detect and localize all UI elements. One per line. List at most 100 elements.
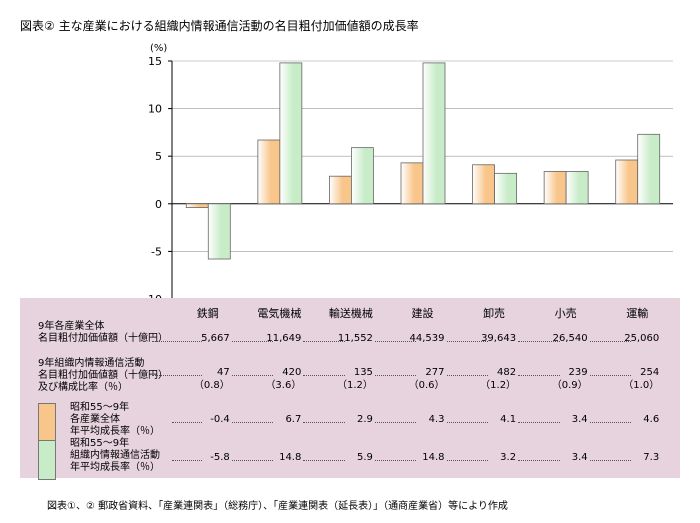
row3-label-line1: 昭和55～9年 — [70, 402, 130, 413]
bar-series2-電気機械 — [279, 62, 303, 205]
row4-leader-5 — [518, 460, 560, 461]
x-tick-label-卸売: 卸売 — [483, 307, 506, 320]
y-tick-label-5: -10 — [144, 293, 162, 300]
row2-ratio-運輸: （1.0） — [623, 380, 660, 391]
x-tick-label-小売: 小売 — [554, 307, 577, 320]
bar-series2-建設 — [422, 62, 446, 205]
row2-ratio-輸送機械: （1.2） — [337, 380, 373, 391]
row4-value-運輸: 7.3 — [643, 452, 660, 463]
row4-leader-1 — [231, 460, 274, 461]
row4-leader-6 — [589, 460, 632, 461]
row3-leader-2 — [303, 422, 345, 423]
row3-label-line2: 各産業全体 — [70, 414, 120, 425]
row1-leader-4 — [446, 341, 489, 342]
row3-value-建設: 4.3 — [428, 414, 445, 425]
row2-leader-0 — [152, 375, 202, 376]
row2-label-line3: 及び構成比率（％） — [38, 382, 128, 393]
row2-value-卸売: 482 — [496, 367, 517, 378]
bar-series2-小売 — [565, 171, 589, 205]
x-tick-label-運輸: 運輸 — [626, 307, 649, 320]
row4-value-鉄鋼: -5.8 — [210, 452, 230, 463]
y-tick-label-2: 5 — [155, 150, 162, 163]
row3-label-line3: 年平均成長率（％） — [70, 426, 160, 437]
x-tick-label-電気機械: 電気機械 — [257, 307, 302, 320]
bar-series1-鉄鋼 — [185, 203, 209, 209]
row3-value-運輸: 4.6 — [643, 414, 660, 425]
row4-value-建設: 14.8 — [422, 452, 445, 463]
row3-leader-1 — [231, 422, 274, 423]
row2-leader-4 — [446, 375, 489, 376]
row2-leader-1 — [231, 375, 274, 376]
row2-leader-6 — [589, 375, 632, 376]
chart-title: 図表② 主な産業における組織内情報通信活動の名目粗付加価値額の成長率 — [20, 19, 419, 33]
bar-series1-輸送機械 — [329, 175, 352, 205]
row2-label-line2: 名目粗付加価値額（十億円） — [38, 370, 168, 381]
row2-leader-2 — [303, 375, 345, 376]
row2-ratio-鉄鋼: （0.8） — [193, 380, 230, 391]
row1-label-line2: 名目粗付加価値額（十億円） — [38, 333, 168, 344]
row3-value-鉄鋼: -0.4 — [210, 414, 230, 425]
row2-value-運輸: 254 — [640, 367, 660, 378]
row1-value-卸売: 39,643 — [481, 333, 517, 344]
x-tick-label-輸送機械: 輸送機械 — [328, 307, 373, 320]
row3-value-電気機械: 6.7 — [285, 414, 302, 425]
row3-value-小売: 3.4 — [571, 414, 588, 425]
row1-leader-3 — [374, 341, 417, 342]
row3-value-輸送機械: 2.9 — [357, 414, 373, 425]
row1-value-運輸: 25,060 — [624, 333, 660, 344]
row1-value-建設: 44,539 — [409, 333, 445, 344]
bar-series2-運輸 — [637, 133, 661, 205]
row4-leader-2 — [303, 460, 345, 461]
row1-leader-6 — [589, 341, 632, 342]
row3-value-卸売: 4.1 — [500, 414, 517, 425]
bar-series2-輸送機械 — [351, 147, 374, 205]
row3-leader-6 — [589, 422, 632, 423]
row2-value-輸送機械: 135 — [353, 367, 373, 378]
row4-value-卸売: 3.2 — [500, 452, 517, 463]
row4-value-電気機械: 14.8 — [279, 452, 302, 463]
row4-value-輸送機械: 5.9 — [357, 452, 373, 463]
row1-value-輸送機械: 11,552 — [337, 333, 373, 344]
row3-leader-3 — [374, 422, 417, 423]
row1-value-鉄鋼: 5,667 — [201, 333, 230, 344]
source-footnote: 図表①、② 郵政省資料、「産業連関表」（総務庁）、「産業連関表（延長表）」（通商… — [47, 501, 508, 512]
row2-leader-3 — [374, 375, 417, 376]
y-tick-label-4: -5 — [151, 245, 162, 258]
row1-leader-5 — [518, 341, 560, 342]
row2-ratio-小売: （0.9） — [551, 380, 588, 391]
row4-label-line3: 年平均成長率（％） — [70, 462, 160, 473]
bar-chart: 15 10 5 0 -5 -10 — [144, 55, 673, 300]
row2-ratio-電気機械: （3.6） — [265, 380, 302, 391]
row1-value-電気機械: 11,649 — [266, 333, 302, 344]
legend-swatch-info — [38, 440, 56, 480]
row1-label-line1: 9年各産業全体 — [38, 321, 105, 332]
row2-value-鉄鋼: 47 — [217, 367, 230, 378]
row3-leader-0 — [172, 422, 202, 423]
row4-label-line2: 組織内情報通信活動 — [70, 450, 160, 461]
x-tick-label-建設: 建設 — [411, 307, 434, 320]
row4-leader-3 — [374, 460, 417, 461]
y-axis-unit: (%) — [150, 43, 168, 54]
legend-swatch-total — [38, 403, 56, 443]
row4-leader-4 — [446, 460, 489, 461]
row2-ratio-建設: （0.6） — [408, 380, 445, 391]
bar-series2-卸売 — [494, 172, 517, 205]
row4-leader-0 — [172, 460, 202, 461]
row1-value-小売: 26,540 — [552, 333, 588, 344]
row3-leader-4 — [446, 422, 489, 423]
row2-label-line1: 9年組織内情報通信活動 — [38, 358, 145, 369]
row2-leader-5 — [518, 375, 560, 376]
row2-ratio-卸売: （1.2） — [480, 380, 517, 391]
x-tick-label-鉄鋼: 鉄鋼 — [196, 307, 219, 320]
row3-leader-5 — [518, 422, 560, 423]
y-tick-label-0: 15 — [148, 55, 162, 68]
data-table-panel — [20, 298, 680, 478]
row1-leader-1 — [231, 341, 274, 342]
row4-value-小売: 3.4 — [571, 452, 588, 463]
y-tick-label-3: 0 — [155, 198, 162, 211]
bar-series1-卸売 — [472, 164, 495, 205]
bar-series1-小売 — [543, 171, 567, 205]
bar-series1-建設 — [400, 162, 424, 205]
row2-value-小売: 239 — [568, 367, 588, 378]
row2-value-電気機械: 420 — [282, 367, 302, 378]
